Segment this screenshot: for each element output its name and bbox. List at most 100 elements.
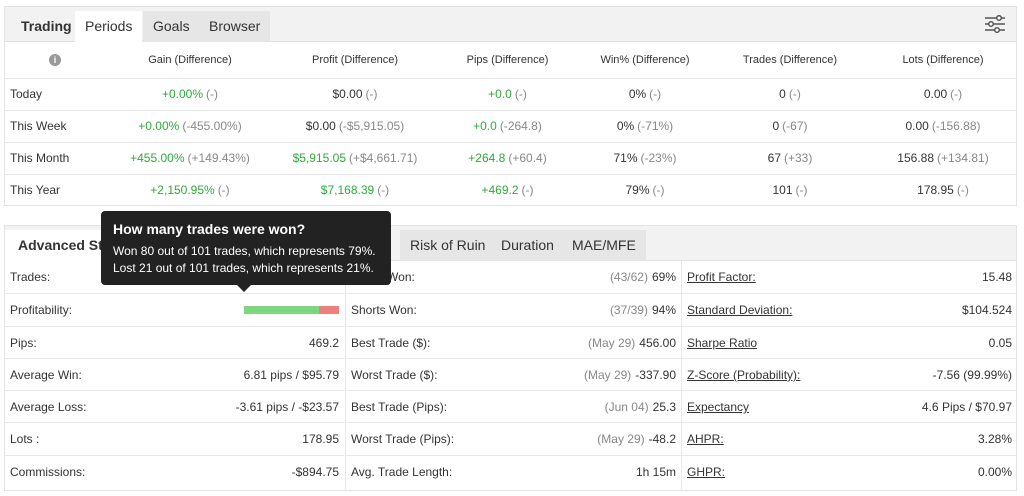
table-cell: +0.00% (-) (105, 77, 275, 110)
cell-difference: (-) (514, 87, 527, 101)
stat-value: $104.524 (962, 294, 1012, 326)
stat-label: Avg. Trade Length: (351, 464, 453, 479)
table-cell: +264.8 (+60.4) (435, 141, 580, 174)
periods-header-row: i Gain (Difference) Profit (Difference) … (5, 42, 1016, 78)
table-cell: +2,150.95% (-) (105, 173, 275, 206)
stat-label[interactable]: Standard Deviation: (687, 303, 793, 318)
stat-value: (May 29) 456.00 (588, 327, 676, 359)
tab-periods[interactable]: Periods (75, 11, 143, 43)
stat-row: Longs Won:(43/62)69% (346, 261, 681, 293)
cell-difference: (-) (795, 183, 808, 198)
periods-table: i Gain (Difference) Profit (Difference) … (5, 42, 1016, 206)
stat-label[interactable]: Expectancy (687, 400, 750, 415)
table-row: This Week +0.00% (-455.00%) $0.00 (-$5,915.0… (5, 109, 1016, 142)
cell-difference: (+60.4) (508, 151, 547, 165)
header-profit[interactable]: Profit (Difference) (312, 53, 398, 66)
stat-value: (May 29) -337.90 (584, 359, 676, 391)
header-gain[interactable]: Gain (Difference) (148, 53, 232, 66)
stat-label[interactable]: AHPR: (687, 432, 724, 447)
stat-value: (Jun 04) 25.3 (605, 391, 676, 423)
table-row: Today +0.00% (-) $0.00 (-) +0.0 (-) 0% (-) 0 (-) 0.… (5, 77, 1016, 110)
stat-label[interactable]: Z-Score (Probability): (687, 367, 801, 382)
cell-value: 101 (772, 183, 793, 198)
cell-value: $5,915.05 (292, 151, 346, 165)
stat-number: 1h 15m (635, 464, 676, 479)
stat-number: 178.95 (302, 432, 339, 447)
stat-value: -7.56 (99.99%) (933, 359, 1012, 391)
cell-value: 79% (625, 183, 650, 198)
cell-difference: (-) (950, 87, 963, 101)
stat-row: Pips: 469.2 (5, 325, 344, 358)
cell-value: +264.8 (468, 151, 506, 165)
stat-value: 178.95 (302, 423, 339, 455)
cell-value: +469.2 (481, 183, 519, 198)
table-cell: +455.00% (+149.43%) (105, 141, 275, 174)
table-cell: +0.0 (-264.8) (435, 109, 580, 142)
table-cell: 0 (-) (710, 77, 870, 110)
row-label: This Week (5, 109, 105, 142)
cell-value: +0.00% (138, 119, 180, 133)
row-label: This Month (5, 141, 105, 174)
stat-label[interactable]: Profit Factor: (687, 270, 756, 284)
table-cell: $0.00 (-) (275, 77, 435, 110)
cell-value: $7,168.39 (320, 183, 375, 198)
tab-browser[interactable]: Browser (199, 11, 271, 42)
cell-value: $0.00 (305, 119, 336, 133)
header-win[interactable]: Win% (Difference) (600, 53, 690, 66)
stat-value: 1h 15m (636, 456, 676, 488)
stat-label: Best Trade ($): (351, 335, 431, 350)
stat-detail: (43/62) (609, 270, 648, 284)
tooltip-line: Lost 21 out of 101 trades, which represe… (113, 261, 374, 275)
cell-value: 0% (628, 87, 647, 101)
cell-difference: (-71%) (637, 119, 674, 133)
stat-number: 3.28% (977, 432, 1012, 447)
table-cell: 79% (-) (580, 173, 710, 206)
stat-label[interactable]: GHPR: (687, 464, 726, 479)
stat-number: -48.2 (648, 432, 676, 447)
tab-duration[interactable]: Duration (491, 230, 564, 261)
stat-number: 6.81 pips / $95.79 (243, 367, 339, 382)
tab-mae-mfe[interactable]: MAE/MFE (562, 230, 646, 261)
cell-difference: (-) (788, 87, 801, 101)
stat-number: -$894.75 (291, 464, 339, 479)
cell-value: +0.00% (161, 87, 204, 101)
stat-label: Average Win: (10, 367, 82, 382)
cell-difference: (-) (649, 87, 662, 101)
table-row: This Month +455.00% (+149.43%) $5,915.05 (+$… (5, 141, 1016, 174)
stat-value: 0.05 (989, 327, 1012, 359)
stat-label: Trades: (10, 270, 51, 284)
periods-panel: Trading Periods Goals Browser i Gain (Di… (4, 6, 1017, 206)
stat-detail: (May 29) (583, 367, 632, 382)
tab-goals[interactable]: Goals (143, 11, 200, 42)
cell-difference: (-$5,915.05) (338, 119, 405, 133)
tab-risk-of-ruin[interactable]: Risk of Ruin (400, 230, 496, 261)
info-icon[interactable]: i (49, 53, 61, 66)
cell-value: 71% (613, 151, 638, 165)
stat-label[interactable]: Sharpe Ratio (687, 335, 758, 350)
table-cell: 0% (-71%) (580, 109, 710, 142)
header-trades[interactable]: Trades (Difference) (742, 53, 838, 66)
tab-trading[interactable]: Trading (21, 18, 72, 34)
stat-value: -$894.75 (292, 456, 339, 488)
cell-value: +0.0 (473, 119, 497, 133)
header-lots[interactable]: Lots (Difference) (902, 53, 984, 66)
stat-row: Standard Deviation: $104.524 (682, 293, 1017, 325)
profitability-bar[interactable] (244, 306, 339, 315)
stat-number: 469.2 (308, 335, 339, 350)
stat-label: Worst Trade (Pips): (351, 432, 455, 447)
info-header: i (5, 42, 105, 78)
stat-number: 4.6 Pips / $70.97 (921, 400, 1012, 415)
filter-settings-icon[interactable] (984, 15, 1006, 33)
header-pips[interactable]: Pips (Difference) (466, 53, 549, 66)
stats-column-2: Longs Won:(43/62)69% Shorts Won: (37/39)94… (346, 261, 681, 487)
table-cell: $0.00 (-$5,915.05) (275, 109, 435, 142)
stat-value: 15.48 (982, 261, 1012, 293)
stat-row: Avg. Trade Length: 1h 15m (346, 454, 681, 488)
stat-row: GHPR: 0.00% (682, 454, 1017, 487)
column-divider (681, 261, 682, 490)
stat-row: Trades: (5, 261, 344, 293)
table-cell: +469.2 (-) (435, 173, 580, 206)
cell-value: 67 (767, 151, 781, 165)
stat-number: 94% (651, 303, 676, 318)
stat-label: Profitability: (10, 303, 73, 318)
